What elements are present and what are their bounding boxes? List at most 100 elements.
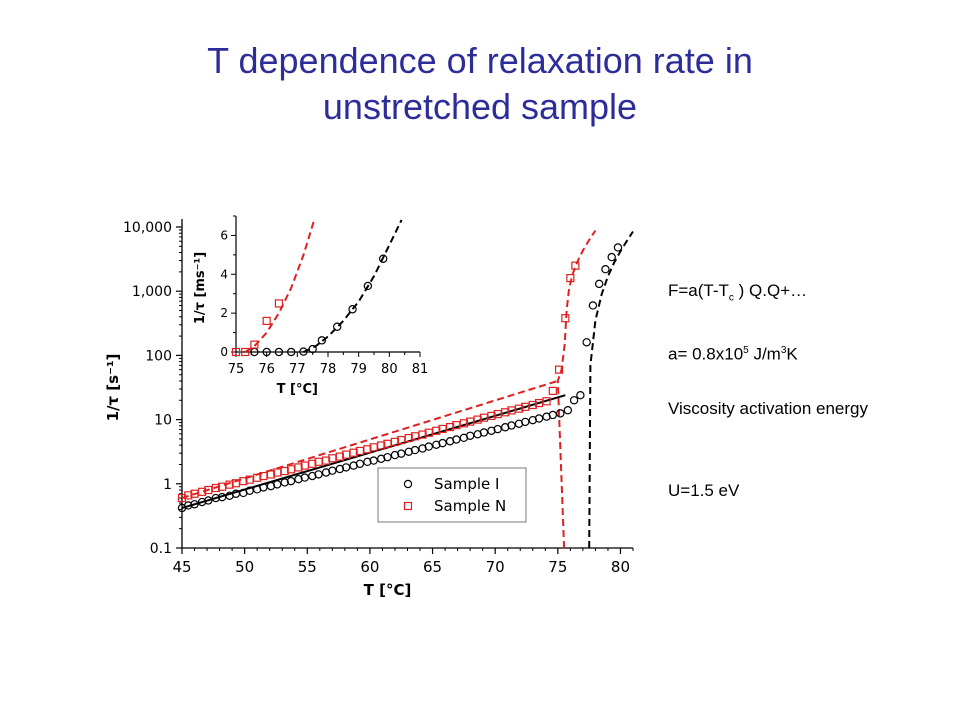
inset-sample-n-point — [250, 340, 259, 349]
sample-n-point — [571, 261, 580, 270]
sample-i-point — [190, 500, 199, 509]
a-exponent: 5 — [743, 345, 749, 356]
sample-i-point — [588, 301, 598, 310]
main-x-tick-label: 45 — [172, 558, 191, 576]
main-y-axis-label: 1/τ [s⁻¹] — [104, 354, 122, 422]
inset-sample-i-point — [274, 347, 284, 357]
sample-n-point — [542, 397, 551, 406]
sample-i-point — [314, 470, 323, 479]
sample-i-point — [390, 450, 400, 460]
sample-i-point — [479, 428, 489, 437]
inset-sample-i-point — [317, 336, 327, 345]
sample-n-point — [404, 434, 413, 443]
inset-background — [200, 208, 434, 398]
sample-i-point — [300, 473, 309, 482]
sample-i-point — [341, 463, 351, 472]
main-x-tick-label: 65 — [423, 558, 442, 576]
sample-n-point — [528, 400, 537, 410]
sample-i-point — [507, 421, 516, 430]
sample-i-point — [197, 497, 207, 507]
viscosity-label: Viscosity activation energy — [668, 399, 869, 418]
slide-title: T dependence of relaxation rate in unstr… — [60, 38, 900, 130]
a-units: J/m — [748, 344, 781, 364]
inset-sample-n-point — [274, 299, 284, 308]
sample-i-point — [328, 466, 337, 475]
activation-energy-value: U=1.5 eV — [668, 481, 740, 500]
sample-i-point — [607, 252, 616, 262]
main-x-axis-label: T [°C] — [364, 581, 412, 599]
sample-i-point — [286, 476, 296, 486]
eq-prefix: F=a(T-T — [668, 281, 729, 300]
sample-n-point — [459, 419, 468, 428]
main-y-tick-label: 10 — [154, 413, 172, 429]
legend-label-sample-i: Sample I — [434, 475, 499, 493]
sample-n-point — [501, 408, 510, 417]
sample-i-point — [204, 496, 213, 505]
inset-sample-n-point — [231, 347, 241, 357]
inset-sample-n-point — [241, 347, 250, 357]
inset-sample-i-point — [379, 254, 388, 263]
inset-sample-i-point — [299, 347, 308, 356]
inset-x-tick-label: 75 — [228, 362, 245, 377]
inset-y-tick-label: 0 — [220, 345, 228, 359]
sample-n-point — [363, 445, 372, 454]
sample-n-point — [514, 404, 524, 413]
main-y-tick-label: 10,000 — [123, 220, 172, 236]
sample-i-point — [211, 493, 221, 503]
inset-y-axis-label: 1/τ [ms⁻¹] — [193, 252, 208, 324]
sample-i-point — [582, 338, 591, 347]
sample-i-point — [528, 415, 537, 425]
sample-i-point — [410, 445, 420, 455]
sample-n-point — [445, 422, 455, 432]
main-y-tick-label: 1 — [163, 477, 172, 493]
main-fit-curve-1 — [588, 230, 634, 549]
main-y-tick-label: 100 — [145, 348, 172, 364]
sample-i-point — [335, 464, 345, 474]
sample-i-point — [569, 396, 579, 405]
inset-sample-n-point — [262, 316, 271, 326]
sample-i-point — [487, 426, 496, 435]
sample-n-point — [184, 491, 193, 500]
sample-n-point — [197, 487, 207, 496]
sample-i-point — [465, 431, 475, 440]
sample-n-point — [432, 426, 441, 435]
sample-n-point — [377, 441, 386, 450]
sample-i-point — [601, 265, 610, 274]
main-x-tick-label: 50 — [235, 558, 254, 576]
sample-n-point — [308, 459, 317, 468]
sample-n-point — [349, 448, 358, 457]
sample-i-point — [308, 471, 317, 481]
inset-fit-curve-0 — [244, 219, 316, 353]
sample-n-point — [487, 411, 496, 421]
sample-n-point — [561, 314, 570, 323]
sample-i-point — [556, 409, 565, 418]
sample-i-point — [432, 440, 441, 450]
slide-title-line-2: unstretched sample — [322, 86, 638, 127]
a-units-exponent: 3 — [780, 345, 787, 356]
sample-i-point — [355, 459, 365, 468]
sample-n-point — [418, 430, 427, 439]
inset-x-tick-label: 76 — [258, 362, 275, 377]
sample-i-point — [521, 417, 530, 427]
sample-n-point — [280, 466, 289, 476]
legend-marker-sample-i — [403, 479, 413, 489]
sample-i-point — [493, 424, 502, 434]
main-x-tick-label: 55 — [298, 558, 317, 576]
sample-i-point — [594, 279, 604, 289]
sample-n-point — [335, 452, 344, 461]
main-x-tick-label: 70 — [486, 558, 505, 576]
sample-n-point — [548, 386, 557, 395]
sample-n-point — [211, 483, 220, 493]
sample-i-point — [294, 474, 303, 484]
sample-n-point — [473, 415, 482, 424]
inset-sample-i-point — [333, 322, 342, 331]
inset-x-tick-label: 78 — [320, 362, 337, 377]
slide-title-line-1: T dependence of relaxation rate in — [207, 40, 753, 81]
inset-sample-i-point — [363, 281, 373, 291]
sample-n-point — [177, 493, 187, 503]
inset-x-tick-label: 80 — [381, 362, 398, 377]
inset-x-tick-label: 79 — [350, 362, 367, 377]
sample-n-point — [266, 470, 276, 479]
sample-i-point — [534, 414, 544, 423]
